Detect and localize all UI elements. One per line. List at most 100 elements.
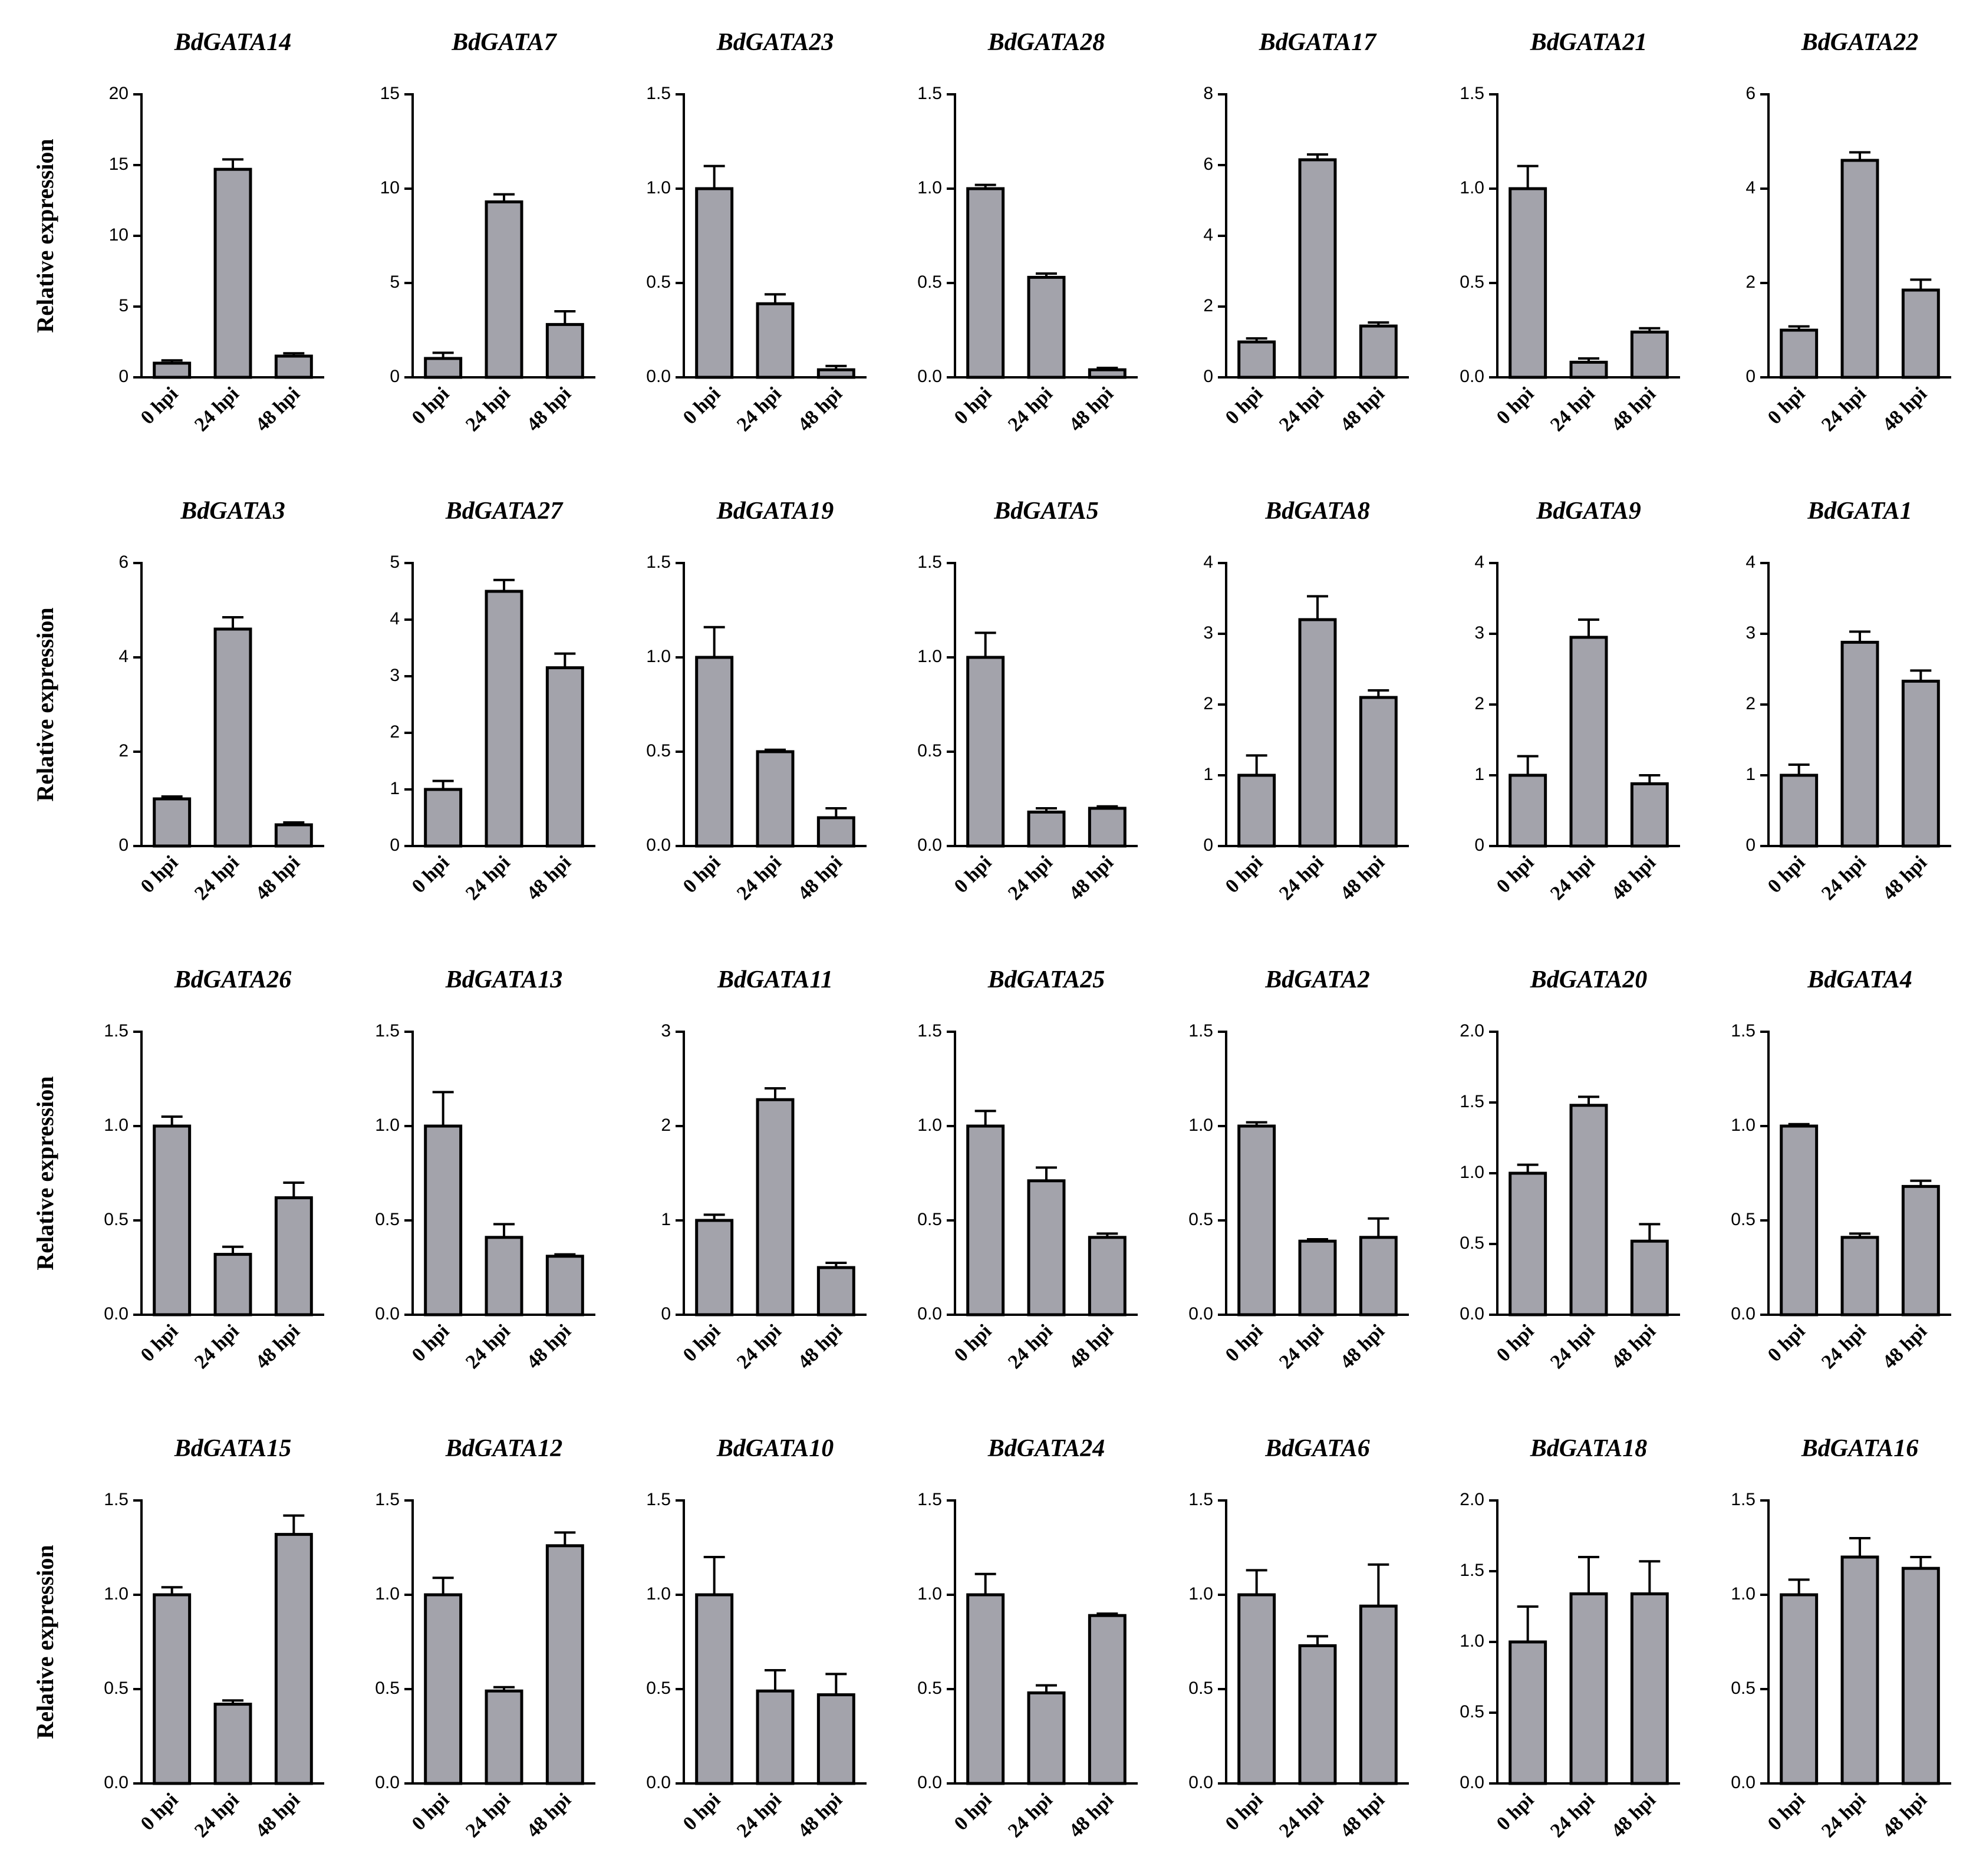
error-bar: [703, 164, 725, 189]
y-tick-label: 2: [390, 722, 400, 742]
bar: [153, 361, 192, 379]
bar: [153, 797, 192, 848]
x-tick-label: 24 hpi: [190, 851, 243, 904]
error-bar: [554, 1253, 576, 1256]
y-tick-label: 1.0: [1188, 1584, 1213, 1604]
panel: BdGATA8 0 1 2 3 4 0 hpi 24 hpi 48 hpi: [1203, 498, 1409, 904]
x-tick-label: 0 hpi: [408, 1789, 454, 1835]
error-bar: [1788, 763, 1810, 775]
error-bar: [1517, 164, 1539, 189]
error-bar: [1910, 1556, 1932, 1569]
x-tick-label: 48 hpi: [1336, 1789, 1389, 1842]
panel: BdGATA16 0.0 0.5 1.0 1.5 0 hpi 24 hpi 48 hpi: [1731, 1435, 1951, 1842]
x-tick-label: 24 hpi: [462, 851, 515, 904]
error-bar: [703, 626, 725, 657]
y-tick-label: 1: [1745, 765, 1756, 784]
error-bar: [222, 158, 243, 170]
bar: [153, 1124, 192, 1317]
y-tick-label: 0: [118, 835, 129, 855]
bar: [1901, 1184, 1940, 1317]
x-tick-label: 0 hpi: [679, 1320, 725, 1366]
error-bar: [1307, 595, 1328, 620]
chart-title: BdGATA12: [445, 1435, 562, 1462]
bar: [424, 357, 463, 379]
y-tick-label: 0.5: [917, 1210, 942, 1229]
y-tick-label: 5: [390, 552, 400, 572]
y-axis-label: Relative expression: [32, 1076, 58, 1270]
y-tick-label: 3: [390, 666, 400, 685]
bar: [1027, 810, 1066, 848]
error-bar: [825, 1673, 847, 1695]
chart-title: BdGATA16: [1801, 1435, 1918, 1462]
x-tick-label: 0 hpi: [679, 1789, 725, 1835]
error-bar: [432, 351, 454, 358]
panel: BdGATA7 0 5 10 15 0 hpi 24 hpi 48 hpi: [380, 29, 595, 436]
x-tick-label: 48 hpi: [1607, 851, 1660, 904]
x-tick-label: 0 hpi: [408, 383, 454, 429]
error-bar: [1096, 805, 1118, 808]
y-tick-label: 1.0: [1460, 1163, 1484, 1182]
error-bar: [765, 293, 786, 304]
y-tick-label: 10: [380, 178, 400, 198]
error-bar: [432, 1577, 454, 1595]
y-tick-label: 1.5: [917, 1490, 942, 1509]
error-bar: [1368, 1217, 1389, 1237]
x-tick-label: 24 hpi: [190, 1320, 243, 1373]
y-tick-label: 1.5: [104, 1490, 129, 1509]
x-tick-label: 24 hpi: [462, 1789, 515, 1842]
y-tick-label: 0.5: [917, 1678, 942, 1698]
x-tick-label: 0 hpi: [679, 383, 725, 429]
bar: [1509, 774, 1547, 848]
bar: [545, 1544, 584, 1785]
panel: BdGATA3 Relative expression 0 2 4 6 0 hpi 24 hp…: [32, 498, 324, 904]
error-bar: [554, 652, 576, 668]
error-bar: [283, 1181, 305, 1198]
x-tick-label: 24 hpi: [1546, 1789, 1599, 1842]
y-tick-label: 0.0: [917, 835, 942, 855]
y-tick-label: 1.5: [1460, 84, 1484, 103]
error-bar: [1036, 807, 1057, 812]
x-tick-label: 48 hpi: [251, 1320, 304, 1373]
error-bar: [974, 183, 996, 189]
y-tick-label: 0: [390, 367, 400, 386]
x-tick-label: 24 hpi: [733, 383, 786, 436]
chart-title: BdGATA18: [1530, 1435, 1647, 1462]
error-bar: [493, 578, 515, 591]
y-tick-label: 1.5: [917, 1021, 942, 1041]
bar: [1088, 1236, 1127, 1317]
error-bar: [765, 1087, 786, 1100]
bar: [1298, 1644, 1337, 1785]
y-tick-label: 4: [1745, 178, 1756, 198]
x-tick-label: 48 hpi: [251, 383, 304, 436]
x-tick-label: 48 hpi: [522, 851, 575, 904]
bar: [1359, 696, 1398, 848]
error-bar: [1910, 669, 1932, 682]
bar: [1840, 159, 1879, 379]
x-tick-label: 24 hpi: [1546, 1320, 1599, 1373]
bar: [485, 1236, 523, 1317]
y-tick-label: 1: [661, 1210, 671, 1229]
error-bar: [1639, 774, 1661, 784]
bar: [1840, 1236, 1879, 1317]
error-bar: [554, 1531, 576, 1546]
y-tick-label: 0.5: [646, 272, 671, 292]
error-bar: [1578, 618, 1599, 637]
bar: [274, 1196, 313, 1317]
error-bar: [1246, 754, 1267, 775]
y-tick-label: 0: [1203, 367, 1213, 386]
x-tick-label: 48 hpi: [522, 383, 575, 436]
x-tick-label: 48 hpi: [1878, 1789, 1931, 1842]
y-tick-label: 4: [1745, 552, 1756, 572]
x-tick-label: 0 hpi: [137, 1320, 183, 1366]
y-tick-label: 1.5: [375, 1490, 400, 1509]
error-bar: [283, 821, 305, 825]
bar: [1237, 774, 1276, 848]
x-tick-label: 0 hpi: [1764, 851, 1810, 897]
y-tick-label: 2: [1203, 694, 1213, 713]
x-tick-label: 24 hpi: [733, 1320, 786, 1373]
y-tick-label: 0.0: [375, 1773, 400, 1792]
error-bar: [1307, 153, 1328, 160]
y-tick-label: 1.5: [646, 84, 671, 103]
error-bar: [825, 364, 847, 370]
